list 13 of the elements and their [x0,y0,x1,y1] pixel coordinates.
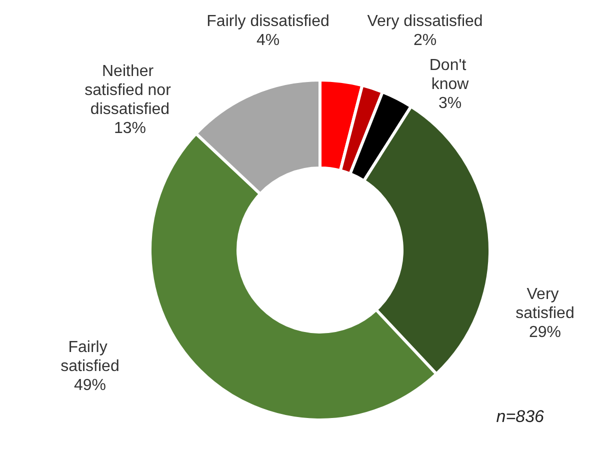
text: n=836 [496,407,545,426]
data-label: 13% [114,120,146,137]
data-label: 49% [74,377,106,394]
data-label: 4% [256,32,280,49]
slice-label: Very dissatisfied [367,13,483,30]
slice-label: Very satisfied [516,286,574,322]
data-label: 2% [413,32,437,49]
slice-label: Neither satisfied nor dissatisfied [84,63,176,118]
slice-label: Fairly satisfied [60,339,120,375]
slice-label: Don't know [429,57,471,93]
data-label: 3% [438,95,462,112]
data-label: 29% [528,324,562,341]
slice-label: Fairly dissatisfied [206,13,330,30]
